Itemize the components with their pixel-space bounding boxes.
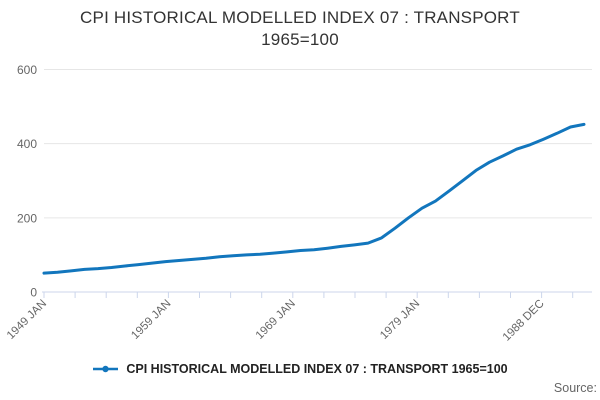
legend-marker-icon <box>93 365 119 373</box>
gridlines <box>44 69 592 219</box>
x-tick-label: 1979 JAN <box>378 298 422 342</box>
x-tick-label: 1959 JAN <box>129 298 173 342</box>
chart-title: CPI HISTORICAL MODELLED INDEX 07 : TRANS… <box>0 7 600 51</box>
legend-item-label[interactable]: CPI HISTORICAL MODELLED INDEX 07 : TRANS… <box>126 362 508 376</box>
y-tick-label: 600 <box>17 63 37 77</box>
x-axis-labels: 1949 JAN 1959 JAN 1969 JAN 1979 JAN 1988 DEC <box>5 298 547 344</box>
chart-title-line2: 1965=100 <box>261 30 339 49</box>
y-axis-labels: 0 200 400 600 <box>17 63 37 300</box>
x-tick-label: 1988 DEC <box>501 298 547 344</box>
x-tick-label: 1949 JAN <box>5 298 49 342</box>
y-tick-label: 0 <box>30 286 37 300</box>
y-tick-label: 200 <box>17 211 37 225</box>
legend[interactable]: CPI HISTORICAL MODELLED INDEX 07 : TRANS… <box>0 357 600 381</box>
x-axis-ticks <box>43 292 574 298</box>
series-polyline[interactable] <box>42 122 586 275</box>
series-line[interactable] <box>42 122 586 275</box>
y-tick-label: 400 <box>17 137 37 151</box>
x-tick-label: 1969 JAN <box>254 298 298 342</box>
chart-title-line1: CPI HISTORICAL MODELLED INDEX 07 : TRANS… <box>80 8 520 27</box>
source-note: Source: <box>553 381 597 395</box>
